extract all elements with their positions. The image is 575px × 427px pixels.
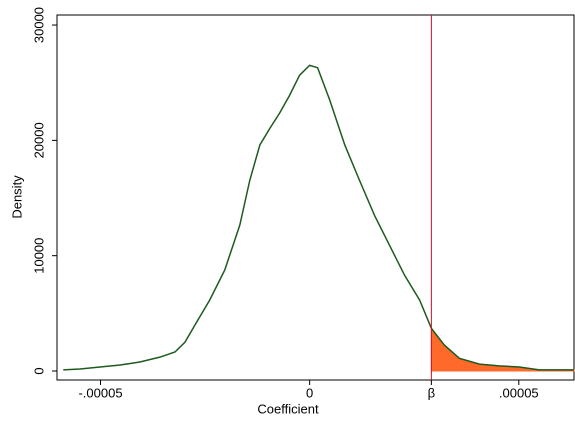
y-axis-title: Density bbox=[9, 175, 24, 219]
x-tick-label: .00005 bbox=[499, 385, 539, 400]
x-axis-title: Coefficient bbox=[257, 401, 319, 416]
plot-frame bbox=[56, 14, 575, 381]
shaded-tail bbox=[430, 326, 575, 372]
y-tick-label: 20000 bbox=[31, 122, 46, 158]
x-tick-label: -.00005 bbox=[78, 385, 122, 400]
density-line bbox=[63, 64, 574, 371]
x-tick-label: 0 bbox=[306, 385, 313, 400]
y-tick-label: 30000 bbox=[31, 7, 46, 43]
x-tick-label: β bbox=[428, 385, 435, 400]
y-tick-label: 0 bbox=[31, 367, 46, 374]
y-tick-label: 10000 bbox=[31, 238, 46, 274]
